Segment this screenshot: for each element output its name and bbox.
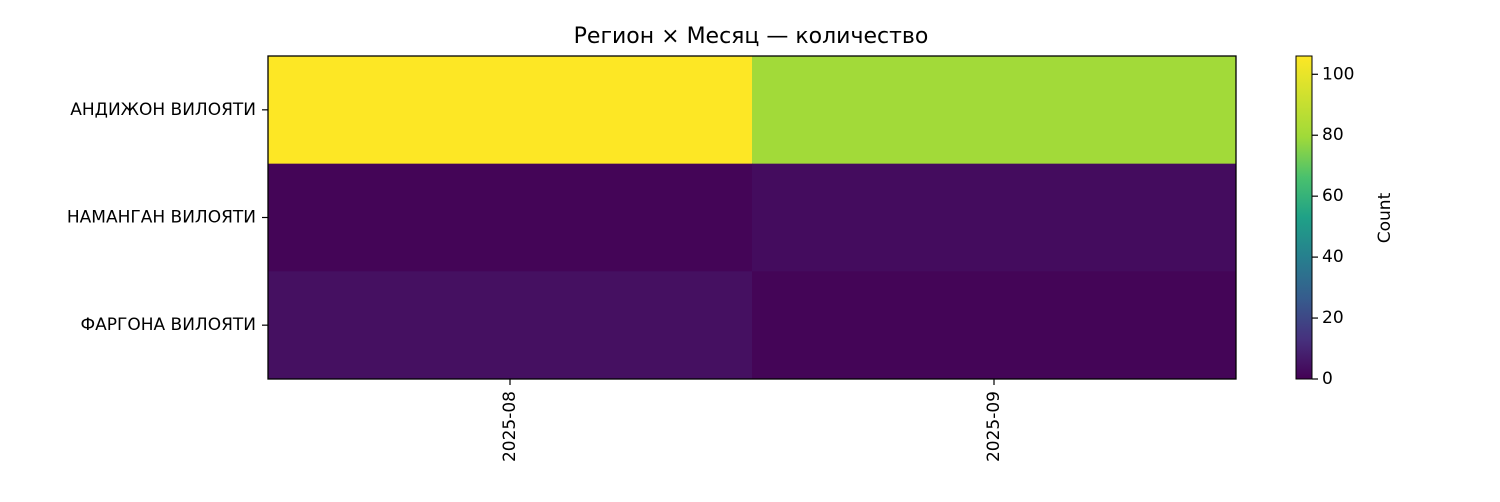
heatmap-cells	[268, 56, 1237, 380]
chart-title: Регион × Месяц — количество	[574, 24, 929, 49]
x-axis: 2025-08 2025-09	[500, 379, 1004, 462]
heatmap-cell	[268, 163, 753, 272]
colorbar-tick-label: 100	[1322, 64, 1354, 84]
y-axis: АНДИЖОН ВИЛОЯТИ НАМАНГАН ВИЛОЯТИ ФАРГОНА В…	[67, 100, 268, 335]
colorbar-tick-label: 0	[1322, 369, 1333, 389]
x-tick-label: 2025-09	[984, 391, 1004, 462]
x-tick-label: 2025-08	[500, 391, 520, 462]
heatmap-cell	[752, 163, 1237, 272]
colorbar-tick-label: 20	[1322, 308, 1344, 328]
colorbar-label: Count	[1375, 192, 1395, 243]
heatmap-cell	[752, 56, 1237, 165]
heatmap-cell	[268, 271, 753, 380]
colorbar	[1295, 55, 1313, 380]
y-tick-label: НАМАНГАН ВИЛОЯТИ	[67, 208, 256, 228]
colorbar-tick-label: 40	[1322, 247, 1344, 267]
y-tick-label: ФАРГОНА ВИЛОЯТИ	[80, 315, 256, 335]
heatmap-cell	[752, 271, 1237, 380]
colorbar-tick-label: 60	[1322, 186, 1344, 206]
colorbar-tick-label: 80	[1322, 125, 1344, 145]
y-tick-label: АНДИЖОН ВИЛОЯТИ	[70, 100, 256, 120]
heatmap-cell	[268, 56, 753, 165]
colorbar-axis: 0 20 40 60 80 100	[1312, 64, 1354, 389]
